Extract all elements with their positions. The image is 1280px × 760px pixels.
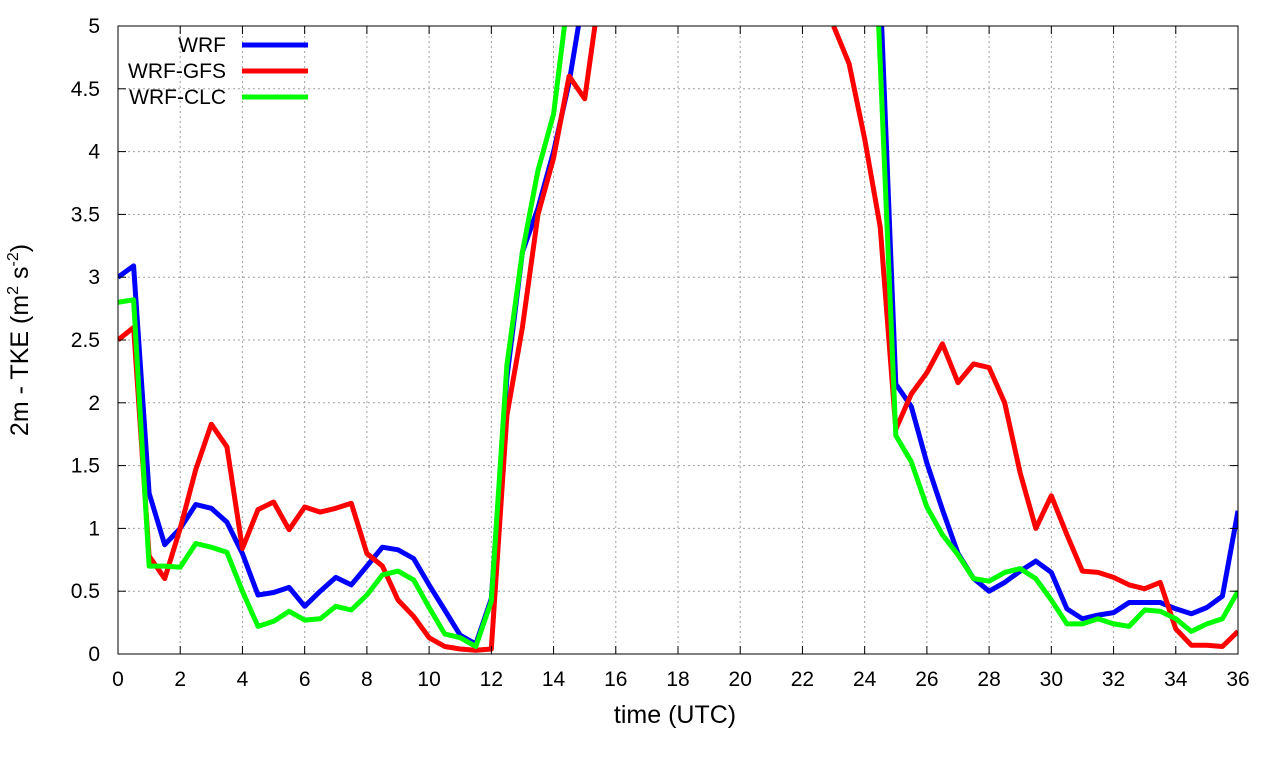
y-axis-title-sup2: -2: [5, 252, 22, 266]
y-axis-title-end: ): [6, 244, 34, 252]
y-axis-title: 2m - TKE (m2 s-2): [5, 244, 34, 436]
series-wrf-clc: [118, 26, 1238, 649]
y-tick-label: 0.5: [71, 580, 100, 603]
series-line-wrf: [879, 26, 1238, 622]
legend-label-wrf-clc: WRF-CLC: [129, 86, 226, 109]
x-tick-label: 0: [112, 668, 124, 691]
x-tick-labels: 0 2 4 6 8 10 12 14 16 18 20 22 24 26 28 30 32 34 36: [112, 668, 1250, 691]
x-tick-label: 12: [480, 668, 503, 691]
x-tick-label: 36: [1226, 668, 1249, 691]
series-line-wrf-clc: [876, 26, 1238, 634]
x-tick-label: 30: [1040, 668, 1063, 691]
legend-label-wrf-gfs: WRF-GFS: [128, 60, 226, 83]
x-tick-label: 10: [417, 668, 440, 691]
tick-marks: [117, 25, 1239, 655]
x-tick-label: 24: [853, 668, 877, 691]
x-tick-label: 2: [174, 668, 186, 691]
legend-label-wrf: WRF: [178, 34, 226, 57]
y-tick-label: 4.5: [71, 78, 100, 101]
x-tick-label: 32: [1102, 668, 1125, 691]
y-tick-label: 3.5: [71, 203, 100, 226]
x-axis-title: time (UTC): [614, 701, 736, 729]
series-line-wrf-gfs: [118, 26, 598, 653]
x-tick-label: 22: [791, 668, 814, 691]
x-tick-label: 28: [977, 668, 1000, 691]
series-layer: [118, 26, 1238, 653]
x-tick-label: 6: [299, 668, 311, 691]
legend: WRF WRF-GFS WRF-CLC: [128, 34, 308, 109]
y-tick-label: 2: [88, 392, 100, 415]
y-axis-title-main: 2m - TKE (m: [6, 295, 34, 436]
series-line-wrf-clc: [118, 26, 567, 649]
x-tick-label: 34: [1164, 668, 1188, 691]
x-tick-label: 18: [666, 668, 689, 691]
x-tick-label: 26: [915, 668, 938, 691]
x-tick-label: 4: [237, 668, 249, 691]
y-axis-title-sup1: 2: [5, 286, 22, 295]
y-tick-label: 1: [88, 517, 100, 540]
y-tick-label: 0: [88, 643, 100, 666]
series-wrf-gfs: [118, 26, 1238, 653]
x-tick-label: 16: [604, 668, 627, 691]
y-tick-label: 3: [88, 266, 100, 289]
x-tick-label: 20: [729, 668, 752, 691]
x-tick-label: 8: [361, 668, 373, 691]
grid-lines: [118, 26, 1238, 654]
y-tick-label: 2.5: [71, 329, 100, 352]
y-tick-label: 5: [88, 15, 100, 38]
y-tick-label: 1.5: [71, 455, 100, 478]
x-tick-label: 14: [542, 668, 566, 691]
y-tick-label: 4: [88, 141, 100, 164]
series-line-wrf-gfs: [831, 26, 1238, 649]
y-axis-title-mid: s: [6, 266, 34, 285]
y-tick-labels: 0 0.5 1 1.5 2 2.5 3 3.5 4 4.5 5: [71, 15, 101, 666]
